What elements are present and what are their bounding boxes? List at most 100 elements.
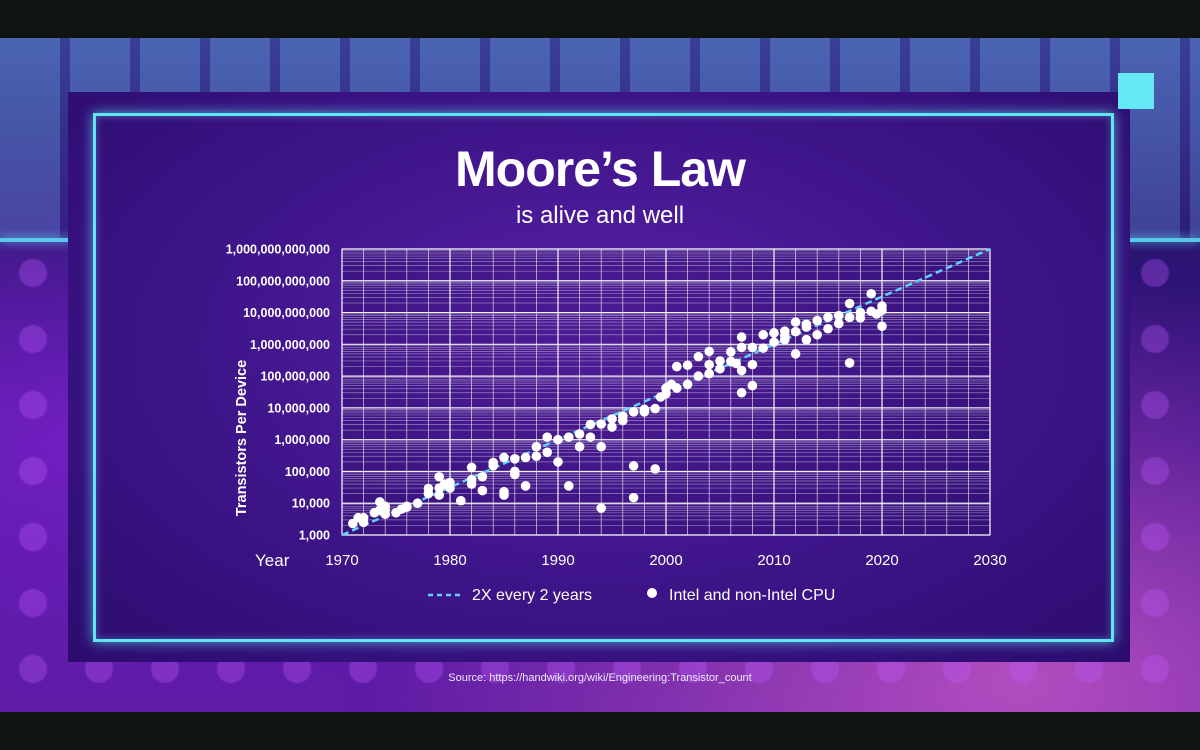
data-point	[618, 415, 628, 426]
letterbox-top	[0, 0, 1200, 38]
data-point	[747, 342, 758, 353]
x-tick-labels: 1970 1980 1990 2000 2010 2020 2030	[325, 552, 1006, 569]
data-point	[402, 502, 412, 512]
data-point	[672, 383, 682, 393]
y-tick-label: 1,000,000,000,000	[226, 243, 330, 257]
data-point	[412, 498, 423, 509]
data-point	[758, 343, 768, 353]
data-point	[812, 329, 822, 340]
data-point	[380, 509, 391, 520]
legend-trend-label: 2X every 2 years	[472, 587, 592, 604]
x-tick-label: 2020	[865, 552, 898, 569]
x-tick-label: 2010	[757, 552, 790, 569]
x-tick-label: 1990	[541, 552, 574, 569]
x-axis-label: Year	[255, 551, 290, 570]
data-point	[823, 312, 833, 323]
y-tick-label: 100,000	[285, 465, 330, 479]
data-point	[693, 371, 704, 381]
y-tick-label: 1,000,000	[274, 433, 330, 447]
data-point	[564, 432, 574, 442]
data-point	[790, 349, 801, 359]
y-tick-label: 10,000,000,000	[243, 306, 330, 320]
y-tick-label: 10,000,000	[267, 401, 330, 415]
data-point	[715, 363, 725, 374]
data-point	[477, 471, 488, 482]
data-point	[531, 441, 542, 452]
slide-title: Moore’s Law	[455, 141, 746, 197]
data-point	[585, 419, 596, 430]
data-point	[596, 419, 606, 429]
data-point	[553, 457, 563, 467]
data-point	[628, 461, 639, 471]
data-point	[812, 315, 822, 326]
data-point	[877, 321, 887, 332]
data-point	[704, 346, 714, 357]
corner-square	[1118, 73, 1154, 109]
data-point	[477, 485, 488, 496]
y-tick-label: 100,000,000,000	[236, 274, 330, 288]
data-point	[780, 334, 790, 345]
data-point	[726, 347, 736, 357]
data-point	[628, 492, 639, 503]
data-point	[844, 312, 855, 323]
data-point	[456, 495, 466, 506]
x-tick-label: 2030	[973, 552, 1006, 569]
data-point	[704, 359, 714, 370]
data-point	[747, 380, 758, 391]
data-point	[672, 361, 682, 372]
x-tick-label: 2000	[649, 552, 682, 569]
y-tick-label: 1,000,000,000	[250, 338, 330, 352]
data-point	[769, 328, 779, 338]
y-tick-label: 1,000	[299, 529, 330, 543]
data-point	[358, 517, 369, 528]
data-point	[693, 351, 704, 362]
data-point	[650, 403, 660, 414]
data-point	[434, 490, 445, 500]
y-tick-label: 10,000	[292, 497, 330, 511]
data-point	[531, 451, 542, 462]
data-point	[769, 337, 779, 347]
data-point	[855, 313, 866, 323]
data-point	[834, 310, 844, 321]
data-point	[499, 452, 509, 463]
data-point	[564, 481, 574, 491]
data-point	[607, 422, 617, 432]
slide-panel	[68, 92, 1130, 662]
data-point	[574, 429, 585, 439]
x-tick-label: 1980	[433, 552, 466, 569]
data-point	[736, 342, 747, 353]
data-points	[348, 288, 887, 529]
data-point	[607, 414, 617, 424]
slide-subtitle: is alive and well	[515, 202, 685, 229]
data-point	[466, 479, 477, 489]
source-citation: Source: https://handwiki.org/wiki/Engine…	[448, 672, 752, 684]
data-point	[877, 305, 887, 316]
data-point	[736, 332, 747, 342]
legend-point-label: Intel and non-Intel CPU	[669, 587, 835, 604]
data-point	[488, 461, 499, 471]
data-point	[715, 356, 725, 366]
data-point	[423, 488, 434, 499]
y-tick-labels: 1,000 10,000 100,000 1,000,000 10,000,000 100…	[226, 243, 330, 543]
data-point	[445, 483, 455, 493]
y-axis-label: Transistors Per Device	[234, 360, 250, 516]
data-point	[661, 388, 671, 399]
data-point	[801, 322, 812, 332]
data-point	[520, 481, 531, 491]
data-point	[542, 432, 552, 442]
data-point	[574, 441, 585, 452]
data-point	[639, 407, 650, 417]
data-point	[866, 288, 876, 299]
data-point	[790, 317, 801, 327]
data-point	[844, 358, 855, 368]
data-point	[844, 298, 855, 309]
data-point	[585, 432, 596, 442]
data-point	[731, 358, 741, 369]
data-point	[682, 379, 693, 390]
data-point	[823, 323, 833, 334]
letterbox-bottom	[0, 712, 1200, 750]
data-point	[542, 447, 552, 458]
data-point	[682, 360, 693, 371]
